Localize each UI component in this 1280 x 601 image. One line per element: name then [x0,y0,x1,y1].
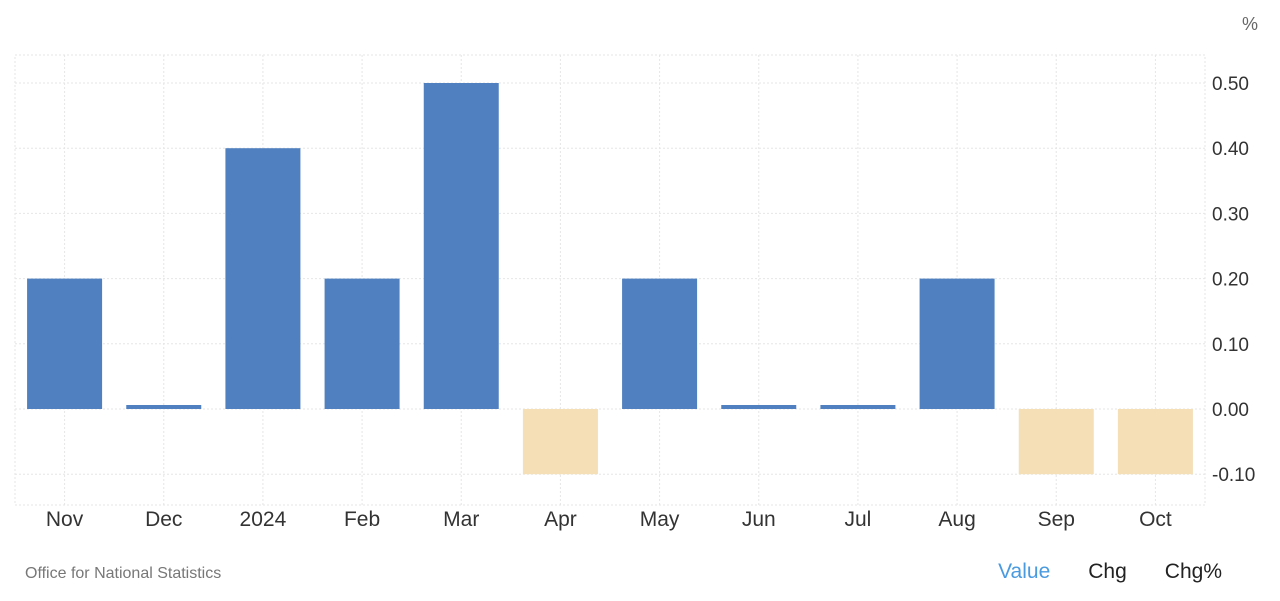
x-tick-label: Sep [1038,508,1075,531]
x-tick-label: Oct [1139,508,1172,531]
x-tick-label: Jun [742,508,776,531]
view-toggles: Value Chg Chg% [998,560,1222,584]
x-tick-label: Feb [344,508,380,531]
bar-dec[interactable] [126,405,202,409]
y-tick-label: 0.20 [1212,270,1249,291]
bars [27,83,1193,475]
bar-mar[interactable] [423,83,499,409]
y-tick-label: 0.40 [1212,139,1249,160]
chart-footer: Office for National Statistics Value Chg… [0,555,1280,595]
bar-aug[interactable] [919,278,995,409]
unit-label: % [1242,14,1258,34]
bar-may[interactable] [622,278,698,409]
bar-2024[interactable] [225,148,301,409]
source-label: Office for National Statistics [25,565,222,582]
toggle-chg[interactable]: Chg [1088,560,1127,583]
x-tick-label: Aug [938,508,975,531]
y-tick-label: 0.50 [1212,74,1249,95]
y-tick-label: -0.10 [1212,465,1255,486]
y-tick-label: 0.00 [1212,400,1249,421]
x-tick-label: Nov [46,508,84,531]
x-tick-label: May [640,508,680,531]
x-axis-ticks: Nov Dec 2024 Feb Mar Apr May Jun Jul Aug Sep Oct [46,508,1172,531]
bar-apr[interactable] [522,409,598,475]
x-tick-label: Apr [544,508,577,531]
y-tick-label: 0.30 [1212,204,1249,225]
bar-feb[interactable] [324,278,400,409]
x-tick-label: Dec [145,508,182,531]
bar-nov[interactable] [27,278,103,409]
y-axis-ticks: 0.50 0.40 0.30 0.20 0.10 0.00 -0.10 [1212,74,1255,486]
toggle-chg-percent[interactable]: Chg% [1164,560,1222,583]
x-tick-label: Jul [844,508,871,531]
bar-oct[interactable] [1117,409,1193,475]
bar-jun[interactable] [721,405,797,409]
x-tick-label: 2024 [240,508,287,531]
bar-chart: 0.50 0.40 0.30 0.20 0.10 0.00 -0.10 Nov Dec 2024… [14,14,1258,531]
x-tick-label: Mar [443,508,479,531]
bar-jul[interactable] [820,405,896,409]
toggle-value[interactable]: Value [998,560,1051,583]
bar-sep[interactable] [1018,409,1094,475]
y-tick-label: 0.10 [1212,335,1249,356]
